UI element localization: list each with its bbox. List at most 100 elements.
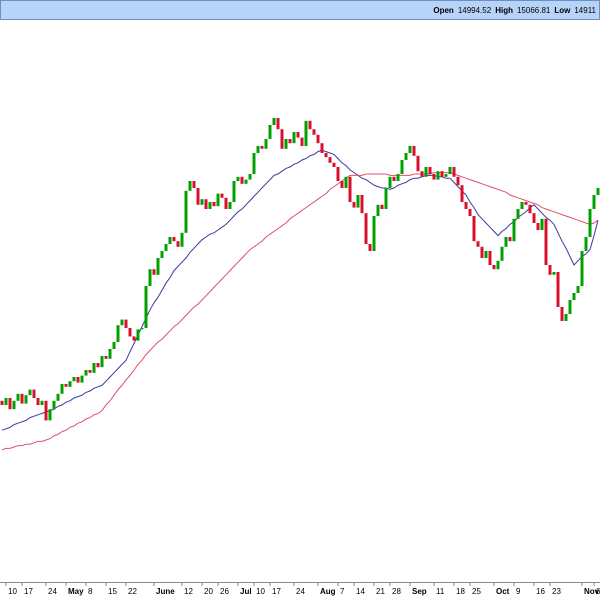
candle-body [444, 174, 448, 177]
quote-label: High [495, 5, 513, 15]
candle-body [496, 260, 500, 270]
candle-body [592, 195, 596, 209]
candle-body [500, 246, 504, 261]
candle-body [416, 155, 420, 172]
candle-body [452, 167, 456, 177]
quote-header: Open 14994.52 High 15066.81 Low 14911 [433, 0, 596, 20]
candle-body [112, 342, 116, 349]
candle-body [376, 204, 380, 216]
candle-body [8, 398, 12, 410]
x-tick-label: 9 [516, 587, 521, 596]
candle-body [180, 232, 184, 247]
candle-body [28, 389, 32, 396]
candle-body [260, 146, 264, 149]
candle-body [484, 251, 488, 258]
candle-body [428, 167, 432, 174]
candle-body [100, 356, 104, 368]
candle-body [136, 329, 140, 341]
candle-body [328, 157, 332, 163]
candle-body [460, 185, 464, 202]
candle-body [296, 132, 300, 138]
candle-body [464, 202, 468, 209]
candle-body [288, 139, 292, 144]
candle-body [224, 197, 228, 209]
candle-body [432, 174, 436, 180]
candle-body [392, 176, 396, 181]
candle-body [536, 223, 540, 230]
candle-body [208, 202, 212, 209]
candle-body [64, 384, 68, 387]
candle-body [60, 384, 64, 394]
candle-body [388, 176, 392, 188]
candle-body [48, 409, 52, 421]
x-tick-label: May [68, 587, 84, 596]
candle-body [240, 176, 244, 184]
candle-body [144, 286, 148, 328]
x-tick-label: Sep [412, 587, 427, 596]
candle-body [164, 244, 168, 251]
candle-body [264, 139, 268, 149]
candle-body [20, 393, 24, 404]
candle-body [300, 137, 304, 146]
candle-body [284, 139, 288, 149]
candle-body [400, 160, 404, 174]
candle-body [564, 314, 568, 321]
candle-body [204, 199, 208, 209]
candle-body [560, 307, 564, 321]
candle-body [176, 241, 180, 247]
candle-body [332, 162, 336, 167]
candle-body [516, 209, 520, 219]
candle-body [220, 193, 224, 198]
x-tick-label: 10 [8, 587, 17, 596]
candle-body [556, 272, 560, 307]
x-tick-label: 21 [376, 587, 385, 596]
candle-body [352, 202, 356, 208]
candle-body [304, 120, 308, 146]
candle-body [404, 153, 408, 160]
candle-body [152, 269, 156, 275]
candle-body [4, 398, 8, 405]
x-tick-label: 17 [24, 587, 33, 596]
x-tick-label: 16 [536, 587, 545, 596]
x-tick-label: Aug [320, 587, 336, 596]
candle-body [576, 286, 580, 293]
candle-body [340, 181, 344, 188]
moving-average [1, 149, 599, 431]
candle-body [408, 146, 412, 153]
candle-body [316, 134, 320, 144]
candle-body [420, 171, 424, 177]
x-tick-label: Nov [584, 587, 600, 596]
candle-body [468, 209, 472, 216]
x-tick-label: 7 [340, 587, 345, 596]
candle-body [128, 328, 132, 337]
candle-body [492, 265, 496, 270]
candle-body [252, 153, 256, 174]
x-tick-label: Oct [496, 587, 510, 596]
candle-body [584, 237, 588, 251]
candle-body [508, 237, 512, 242]
candle-body [192, 181, 196, 188]
candle-body [92, 363, 96, 373]
candle-body [436, 171, 440, 180]
x-tick-label: 15 [108, 587, 117, 596]
candle-body [196, 188, 200, 205]
x-tick-label: 14 [356, 587, 365, 596]
candle-body [544, 218, 548, 265]
candle-body [140, 328, 144, 330]
candle-body [440, 171, 444, 177]
candle-body [548, 265, 552, 275]
x-tick-label: 8 [88, 587, 93, 596]
candle-body [80, 375, 84, 383]
candle-body [312, 129, 316, 135]
x-tick-label: 24 [296, 587, 305, 596]
candle-body [524, 202, 528, 205]
candle-body [88, 370, 92, 373]
candle-body [568, 300, 572, 314]
candle-body [276, 118, 280, 130]
candle-body [412, 146, 416, 156]
x-tick-label: June [156, 587, 175, 596]
candle-body [320, 143, 324, 153]
x-tick-label: 20 [204, 587, 213, 596]
candle-body [232, 181, 236, 202]
